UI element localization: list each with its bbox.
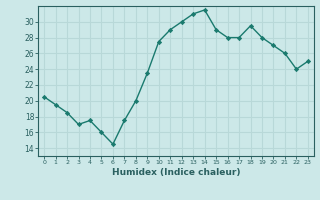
X-axis label: Humidex (Indice chaleur): Humidex (Indice chaleur) <box>112 168 240 177</box>
